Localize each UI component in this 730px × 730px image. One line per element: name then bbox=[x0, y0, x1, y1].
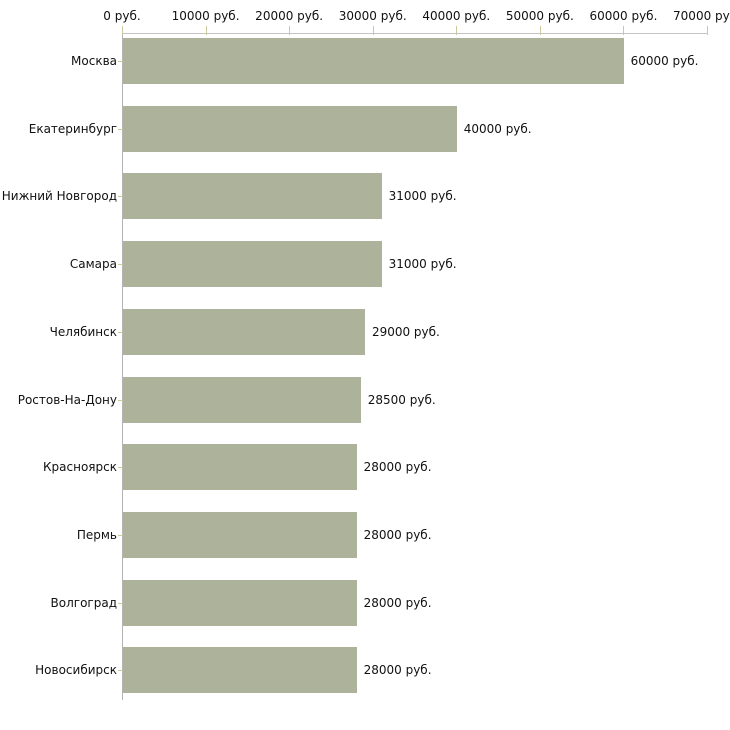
x-axis-tick-label: 0 руб. bbox=[103, 9, 141, 23]
x-axis-tick bbox=[707, 26, 708, 35]
value-label: 28000 руб. bbox=[363, 663, 432, 678]
category-tick bbox=[118, 602, 123, 604]
category-tick bbox=[118, 534, 123, 536]
bar bbox=[123, 105, 457, 152]
value-label: 28500 руб. bbox=[367, 392, 436, 407]
category-label: Волгоград bbox=[50, 595, 117, 610]
category-tick bbox=[118, 264, 123, 266]
category-tick bbox=[118, 196, 123, 198]
category-tick bbox=[118, 670, 123, 672]
category-label: Нижний Новгород bbox=[1, 189, 117, 204]
bar-row: Красноярск 28000 руб. bbox=[43, 444, 707, 491]
bar-row: Нижний Новгород 31000 руб. bbox=[2, 173, 707, 220]
bar-row: Самара 31000 руб. bbox=[70, 241, 707, 288]
category-tick bbox=[118, 128, 123, 130]
x-axis-tick bbox=[205, 26, 207, 35]
value-label: 31000 руб. bbox=[388, 189, 457, 204]
bar bbox=[123, 38, 624, 84]
category-label: Пермь bbox=[76, 527, 117, 542]
value-label: 29000 руб. bbox=[371, 324, 440, 339]
category-label: Новосибирск bbox=[35, 663, 117, 678]
category-tick bbox=[118, 61, 123, 62]
bar-row: Москва 60000 руб. bbox=[71, 38, 707, 84]
category-label: Екатеринбург bbox=[28, 121, 117, 136]
value-label: 40000 руб. bbox=[463, 121, 532, 136]
bar-row: Новосибирск 28000 руб. bbox=[35, 647, 707, 694]
bar-row: Волгоград 28000 руб. bbox=[51, 579, 707, 626]
plot-area: Москва 60000 руб. Екатеринбург 40000 руб. Ни… bbox=[2, 33, 707, 700]
bar bbox=[123, 647, 357, 694]
bar-row: Челябинск 29000 руб. bbox=[50, 308, 707, 355]
category-tick bbox=[118, 467, 123, 469]
category-label: Москва bbox=[71, 54, 117, 68]
x-axis-tick-label: 10000 руб. bbox=[171, 9, 240, 23]
x-axis-tick bbox=[623, 26, 625, 35]
x-axis-tick-label: 20000 руб. bbox=[255, 9, 324, 23]
bar bbox=[123, 511, 357, 558]
bar bbox=[123, 173, 382, 220]
x-axis-tick-label: 40000 руб. bbox=[422, 9, 491, 23]
x-axis-tick bbox=[372, 26, 374, 35]
value-label: 28000 руб. bbox=[363, 460, 432, 475]
bar-row: Пермь 28000 руб. bbox=[77, 511, 707, 558]
category-label: Самара bbox=[69, 257, 117, 272]
x-axis-tick bbox=[456, 26, 458, 35]
bar bbox=[123, 579, 357, 626]
category-label: Ростов-На-Дону bbox=[17, 392, 117, 407]
x-axis-tick-label: 50000 руб. bbox=[505, 9, 574, 23]
bar bbox=[123, 241, 382, 288]
x-axis-tick-label: 70000 руб. bbox=[673, 9, 730, 23]
x-axis-tick-label: 30000 руб. bbox=[338, 9, 407, 23]
category-label: Челябинск bbox=[49, 324, 117, 339]
bar bbox=[123, 444, 357, 491]
category-tick bbox=[118, 331, 123, 333]
value-label: 60000 руб. bbox=[630, 54, 699, 68]
x-axis-tick bbox=[122, 26, 123, 35]
category-tick bbox=[118, 399, 123, 401]
bar bbox=[123, 308, 365, 355]
bar-row: Екатеринбург 40000 руб. bbox=[29, 105, 707, 152]
x-axis-tick-label: 60000 руб. bbox=[589, 9, 658, 23]
value-label: 28000 руб. bbox=[363, 527, 432, 542]
value-label: 31000 руб. bbox=[388, 257, 457, 272]
bar-row: Ростов-На-Дону 28500 руб. bbox=[18, 376, 707, 423]
bar bbox=[123, 376, 361, 423]
x-axis-tick bbox=[539, 26, 541, 35]
category-label: Красноярск bbox=[43, 460, 117, 475]
x-axis-tick bbox=[289, 26, 291, 35]
value-label: 28000 руб. bbox=[363, 595, 432, 610]
